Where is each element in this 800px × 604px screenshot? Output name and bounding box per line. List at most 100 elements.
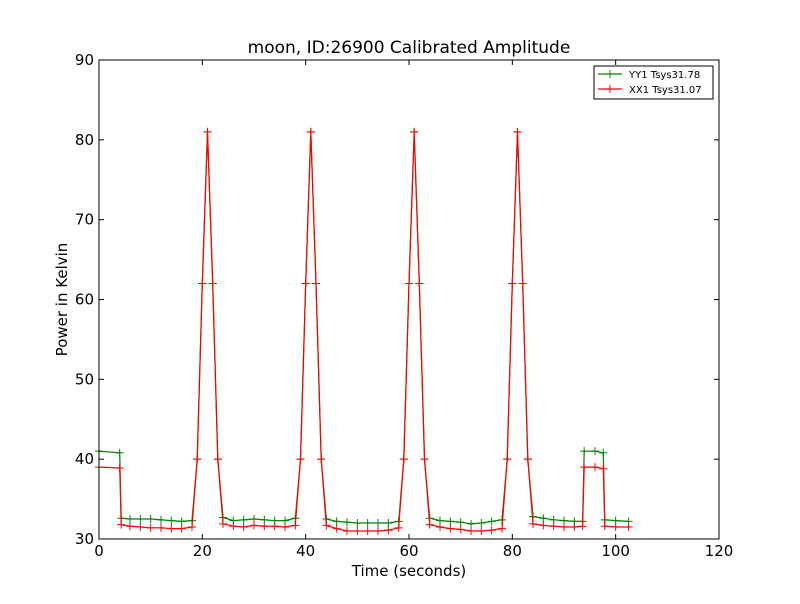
- x-tick-label: 40: [296, 542, 315, 560]
- data-point: [301, 279, 310, 288]
- data-point: [213, 455, 222, 464]
- data-point: [146, 523, 155, 532]
- data-point: [384, 519, 393, 528]
- data-point: [115, 448, 124, 457]
- series-layer: [95, 127, 633, 536]
- data-point: [420, 455, 429, 464]
- data-point: [343, 518, 351, 527]
- y-tick-label: 60: [75, 291, 94, 309]
- data-point: [374, 527, 382, 536]
- data-point: [415, 279, 424, 288]
- data-point: [487, 526, 496, 535]
- legend-label: YY1 Tsys31.78: [628, 70, 700, 81]
- y-tick-label: 90: [75, 51, 94, 69]
- data-point: [539, 514, 548, 523]
- data-point: [136, 523, 145, 532]
- data-point: [529, 519, 537, 528]
- data-point: [599, 448, 608, 457]
- data-point: [508, 279, 517, 288]
- y-tick-label: 30: [75, 530, 94, 548]
- data-point: [193, 455, 202, 464]
- data-point: [405, 279, 413, 288]
- x-tick-label: 20: [193, 542, 212, 560]
- data-point: [425, 520, 434, 529]
- data-point: [157, 515, 165, 524]
- y-axis-label: Power in Kelvin: [53, 243, 71, 357]
- data-point: [188, 523, 196, 532]
- data-point: [539, 521, 548, 530]
- data-point: [523, 455, 532, 464]
- data-point: [146, 515, 155, 524]
- y-tick-label: 40: [75, 450, 94, 468]
- data-point: [456, 518, 465, 527]
- x-tick-label: 80: [503, 542, 522, 560]
- data-point: [580, 463, 589, 472]
- data-point: [167, 524, 176, 533]
- data-point: [467, 527, 475, 536]
- data-point: [578, 522, 587, 531]
- data-point: [198, 279, 207, 288]
- legend-box: [593, 65, 714, 100]
- data-point: [117, 520, 126, 529]
- data-point: [570, 523, 579, 532]
- data-point: [208, 279, 217, 288]
- y-tick-label: 70: [75, 211, 94, 229]
- data-point: [599, 464, 608, 473]
- data-point: [332, 517, 341, 526]
- legend-label: XX1 Tsys31.07: [629, 85, 702, 96]
- x-tick-label: 0: [94, 542, 104, 560]
- data-point: [611, 523, 620, 532]
- data-point: [312, 279, 320, 288]
- data-point: [518, 279, 527, 288]
- data-point: [343, 527, 351, 536]
- data-point: [126, 522, 134, 531]
- data-point: [322, 521, 331, 530]
- data-point: [384, 526, 393, 535]
- data-point: [291, 521, 300, 530]
- data-point: [446, 517, 455, 526]
- data-point: [203, 127, 212, 136]
- data-point: [436, 523, 444, 532]
- data-point: [363, 527, 372, 536]
- chart-title: moon, ID:26900 Calibrated Amplitude: [248, 38, 571, 58]
- data-point: [219, 519, 227, 528]
- series-line-0: [98, 131, 629, 525]
- data-point: [446, 524, 455, 533]
- data-point: [477, 527, 486, 536]
- data-point: [353, 519, 362, 528]
- data-point: [115, 463, 124, 472]
- data-point: [306, 127, 315, 136]
- data-point: [591, 463, 599, 472]
- data-point: [624, 523, 633, 532]
- data-point: [580, 447, 589, 456]
- data-point: [591, 447, 599, 456]
- data-point: [126, 515, 134, 524]
- data-point: [503, 455, 512, 464]
- data-point: [332, 524, 341, 533]
- x-tick-label: 120: [705, 542, 734, 560]
- data-point: [270, 522, 279, 531]
- data-point: [353, 527, 362, 536]
- data-point: [363, 519, 372, 528]
- data-point: [487, 517, 496, 526]
- legend: YY1 Tsys31.78 XX1 Tsys31.07: [593, 65, 714, 100]
- x-tick-label: 100: [601, 542, 630, 560]
- data-point: [177, 524, 186, 533]
- series-line-1: [98, 131, 629, 532]
- ticks-layer: 0 20 40 60 80 100 120 30 40 50 60 70 80 90: [75, 51, 733, 560]
- data-point: [239, 515, 248, 524]
- data-point: [157, 523, 165, 532]
- data-point: [498, 524, 506, 533]
- data-point: [250, 521, 258, 530]
- x-tick-label: 60: [399, 542, 418, 560]
- data-point: [167, 516, 176, 525]
- data-point: [399, 455, 408, 464]
- data-point: [600, 522, 609, 531]
- data-point: [239, 523, 248, 532]
- data-point: [560, 523, 568, 532]
- data-point: [229, 522, 238, 531]
- data-point: [136, 515, 145, 524]
- data-point: [374, 519, 382, 528]
